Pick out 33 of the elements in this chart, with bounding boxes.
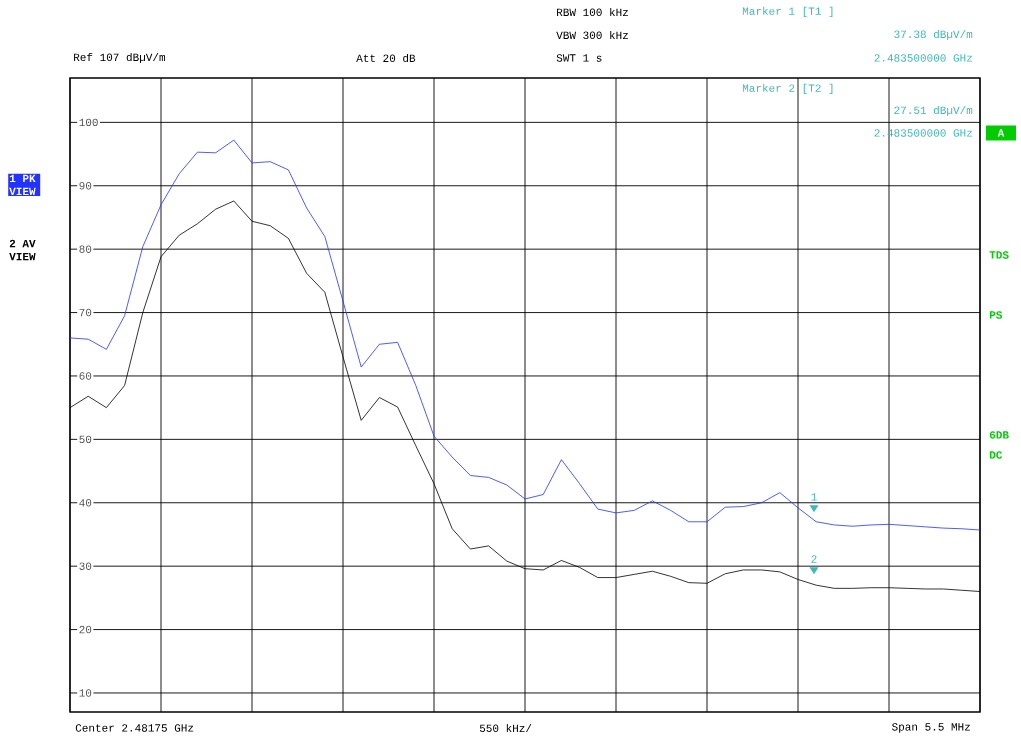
y-tick-label: 60 [79,372,92,380]
text: Span 5.5 MHz [892,723,970,733]
annotation: Marker 2 [T2 ] [742,83,833,95]
annotation: 1 [811,493,817,501]
text: Center 2.48175 GHz [75,724,194,732]
text: SWT 1 s [556,54,602,62]
text: Att 20 dB [356,53,416,63]
y-tick-label: 50 [79,435,92,444]
y-tick-label: 10 [79,689,92,697]
text: 2 AV VIEW [9,239,36,261]
y-tick-label: 80 [79,245,92,253]
y-tick-label: 70 [79,308,92,317]
text: 550 kHz/ [479,723,532,733]
annotation: 27.51 dBµV/m [894,105,973,117]
y-tick-label: 90 [79,182,92,190]
text: Ref 107 dBµV/m [74,52,166,64]
text: 6DB [989,431,1009,439]
text: PS [989,311,1003,319]
y-tick-label: 100 [79,118,98,127]
annotation: 2 [811,555,817,563]
text: TDS [989,251,1009,259]
text: A [997,129,1005,137]
text: VBW 300 kHz [556,30,628,40]
line-series [69,139,981,531]
y-tick-label: 30 [79,562,92,570]
text: Marker 1 [T1 ] [742,6,833,18]
text: 37.38 dBµV/m [894,29,973,41]
y-tick-label: 20 [79,625,92,634]
text: DC [989,451,1003,459]
text: 1 PK VIEW [9,174,36,196]
y-tick-label: 40 [79,499,92,507]
text: 2.483500000 GHz [874,54,972,62]
text: RBW 100 kHz [557,7,628,17]
